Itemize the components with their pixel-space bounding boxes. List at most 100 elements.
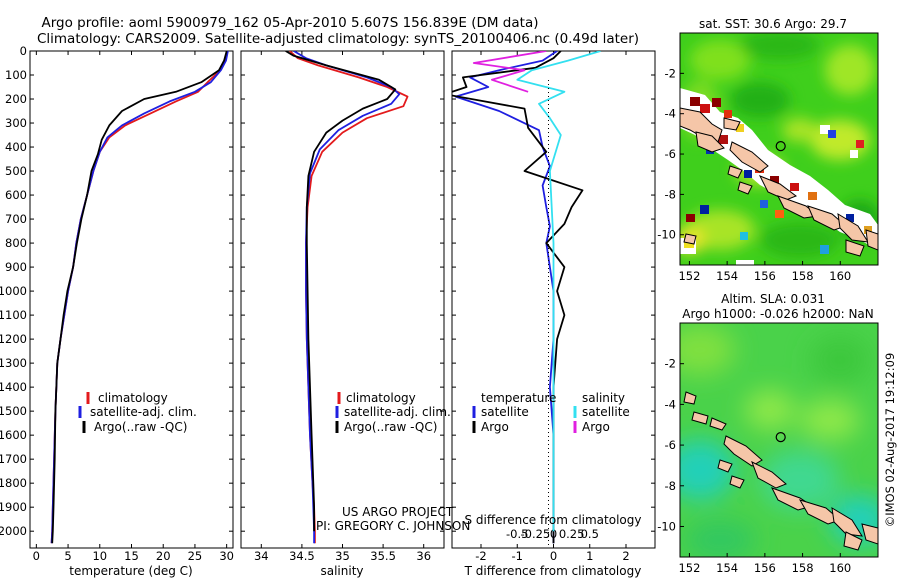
- sla-map-subtitle: Argo h1000: -0.026 h2000: NaN: [682, 307, 874, 321]
- legend-label-climatology: climatology: [346, 391, 416, 405]
- sla-map-frame: [679, 322, 879, 558]
- legend-label-climatology: climatology: [98, 391, 168, 405]
- x-tick-label: 35: [335, 549, 350, 563]
- map-x-tick-label: 152: [678, 269, 700, 283]
- map-x-tick-label: 158: [792, 561, 814, 575]
- map-y-tick-label: -10: [657, 228, 676, 242]
- y-tick-label: 1800: [0, 476, 27, 490]
- map-y-tick-label: -4: [665, 397, 676, 411]
- map-x-tick-label: 160: [829, 561, 851, 575]
- map-y-tick-label: -8: [665, 187, 676, 201]
- x-tick-label: 36: [416, 549, 431, 563]
- difference-xlabel-S: S difference from climatology: [465, 513, 642, 527]
- x-tick-label: 20: [156, 549, 171, 563]
- map-x-tick-label: 152: [678, 561, 700, 575]
- x-tick-label: 5: [64, 549, 71, 563]
- series-line-argo-raw-qc-: [285, 51, 397, 532]
- sla-map: [680, 323, 878, 557]
- salinity-legend: climatology satellite-adj. clim. Argo(..…: [335, 391, 451, 434]
- x-tick-label: 35.5: [370, 549, 396, 563]
- map-x-tick-label: 154: [716, 269, 738, 283]
- map-y-tick-label: -6: [665, 438, 676, 452]
- legend-label-sal-argo: Argo: [582, 420, 610, 434]
- y-tick-label: 1300: [0, 356, 27, 370]
- s-tick-label: -0.25: [520, 527, 550, 541]
- sla-islands: [683, 391, 878, 551]
- map-x-tick-label: 158: [792, 269, 814, 283]
- x-tick-label: -1: [512, 549, 523, 563]
- salinity-series: [285, 51, 409, 544]
- temperature-legend: climatology satellite-adj. clim. Argo(..…: [78, 391, 197, 434]
- y-tick-label: 300: [5, 116, 27, 130]
- legend-label-argo: Argo(..raw -QC): [94, 420, 187, 434]
- legend-heading-salinity: salinity: [582, 391, 625, 405]
- legend-label-satellite: satellite-adj. clim.: [90, 405, 197, 419]
- salinity-panel: [240, 50, 445, 549]
- series-line-salinity-argo: [472, 51, 547, 93]
- x-tick-label: 0: [33, 549, 40, 563]
- map-x-tick-label: 156: [754, 561, 776, 575]
- y-tick-label: 2000: [0, 524, 27, 538]
- pi-credit: PI: GREGORY C. JOHNSON: [316, 519, 470, 533]
- argo-location-marker: [775, 141, 786, 152]
- difference-xlabel-T: T difference from climatology: [464, 564, 642, 578]
- project-credit: US ARGO PROJECT: [342, 505, 454, 519]
- map-y-tick-label: -6: [665, 147, 676, 161]
- map-y-tick-label: -4: [665, 107, 676, 121]
- series-line-salinity-satellite: [516, 51, 601, 532]
- y-tick-label: 600: [5, 188, 27, 202]
- imos-credit: ©IMOS 02-Aug-2017 19:12:09: [883, 353, 897, 528]
- argo-location-marker: [775, 432, 786, 443]
- salinity-xlabel: salinity: [320, 564, 363, 578]
- x-tick-label: 1: [586, 549, 593, 563]
- y-tick-label: 1600: [0, 428, 27, 442]
- y-tick-label: 0: [20, 44, 27, 58]
- y-tick-label: 1100: [0, 308, 27, 322]
- map-y-tick-label: -2: [665, 357, 676, 371]
- temperature-series: [50, 51, 229, 544]
- map-y-tick-label: -8: [665, 479, 676, 493]
- x-tick-label: 10: [92, 549, 107, 563]
- sst-map-frame: [679, 32, 879, 266]
- map-axis-ticks: 152 154 156 158 160 -2 -4 -6 -8 -10 152 154 156 158 16…: [657, 66, 851, 575]
- temperature-xlabel: temperature (deg C): [69, 564, 192, 578]
- y-tick-label: 1900: [0, 500, 27, 514]
- y-tick-label: 1700: [0, 452, 27, 466]
- x-tick-label: 25: [188, 549, 203, 563]
- y-tick-label: 100: [5, 68, 27, 82]
- y-tick-label: 1500: [0, 404, 27, 418]
- y-tick-label: 400: [5, 140, 27, 154]
- y-tick-label: 1200: [0, 332, 27, 346]
- legend-label-sal-satellite: satellite: [582, 405, 630, 419]
- sst-map-title: sat. SST: 30.6 Argo: 29.7: [699, 17, 847, 31]
- y-tick-label: 200: [5, 92, 27, 106]
- y-tick-label: 1400: [0, 380, 27, 394]
- s-tick-label: -0.5: [506, 527, 528, 541]
- difference-legend: temperature satellite Argo salinity sate…: [472, 391, 630, 434]
- legend-label-temp-argo: Argo: [481, 420, 509, 434]
- x-tick-label: 34.5: [289, 549, 315, 563]
- s-tick-label: 0.25: [559, 527, 585, 541]
- map-x-tick-label: 156: [754, 269, 776, 283]
- sla-texture: [680, 325, 878, 557]
- difference-series: [452, 51, 601, 544]
- y-tick-label: 900: [5, 260, 27, 274]
- s-tick-label: 0.5: [581, 527, 599, 541]
- legend-heading-temperature: temperature: [481, 391, 556, 405]
- x-tick-label: 2: [622, 549, 629, 563]
- x-tick-label: 30: [219, 549, 234, 563]
- series-line-temperature-satellite: [454, 51, 558, 544]
- legend-label-temp-satellite: satellite: [481, 405, 529, 419]
- x-tick-label: 34: [254, 549, 269, 563]
- y-tick-label: 1000: [0, 284, 27, 298]
- x-tick-label: -2: [475, 549, 486, 563]
- y-tick-label: 500: [5, 164, 27, 178]
- y-tick-label: 800: [5, 236, 27, 250]
- header-line-1: Argo profile: aoml 5900979_162 05-Apr-20…: [41, 15, 538, 31]
- sst-islands: [680, 107, 878, 257]
- map-x-tick-label: 160: [829, 269, 851, 283]
- x-tick-label: 15: [124, 549, 139, 563]
- sla-map-title: Altim. SLA: 0.031: [721, 292, 825, 306]
- map-y-tick-label: -10: [657, 519, 676, 533]
